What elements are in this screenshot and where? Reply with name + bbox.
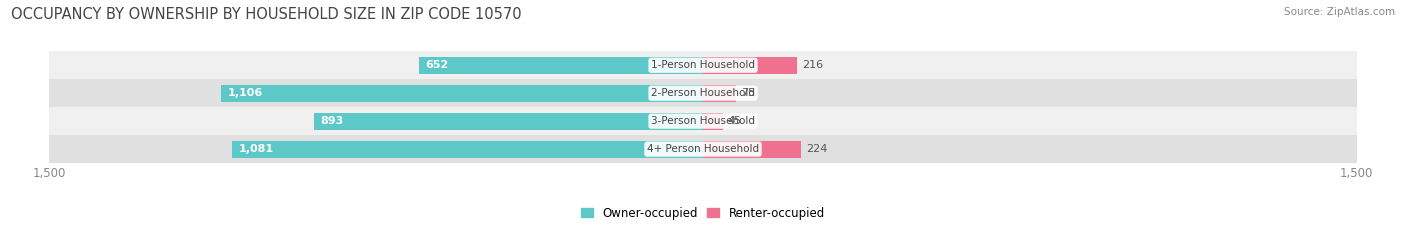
Bar	[314, 113, 703, 130]
Text: 1,081: 1,081	[239, 144, 274, 154]
Text: 2-Person Household: 2-Person Household	[651, 88, 755, 98]
Bar	[703, 85, 735, 102]
Text: 4+ Person Household: 4+ Person Household	[647, 144, 759, 154]
Text: 652: 652	[426, 60, 449, 70]
Bar	[49, 79, 1357, 107]
Text: 1-Person Household: 1-Person Household	[651, 60, 755, 70]
Bar	[49, 51, 1357, 79]
Text: 75: 75	[741, 88, 755, 98]
Text: 1,106: 1,106	[228, 88, 263, 98]
Bar	[232, 141, 703, 158]
Text: 893: 893	[321, 116, 343, 126]
Bar	[419, 57, 703, 74]
Bar	[221, 85, 703, 102]
Text: OCCUPANCY BY OWNERSHIP BY HOUSEHOLD SIZE IN ZIP CODE 10570: OCCUPANCY BY OWNERSHIP BY HOUSEHOLD SIZE…	[11, 7, 522, 22]
Bar	[703, 141, 800, 158]
Text: 45: 45	[728, 116, 742, 126]
Bar	[703, 113, 723, 130]
Text: 3-Person Household: 3-Person Household	[651, 116, 755, 126]
Text: Source: ZipAtlas.com: Source: ZipAtlas.com	[1284, 7, 1395, 17]
Text: 224: 224	[806, 144, 827, 154]
Bar	[49, 107, 1357, 135]
Legend: Owner-occupied, Renter-occupied: Owner-occupied, Renter-occupied	[576, 202, 830, 224]
Bar	[703, 57, 797, 74]
Bar	[49, 135, 1357, 163]
Text: 216: 216	[803, 60, 824, 70]
